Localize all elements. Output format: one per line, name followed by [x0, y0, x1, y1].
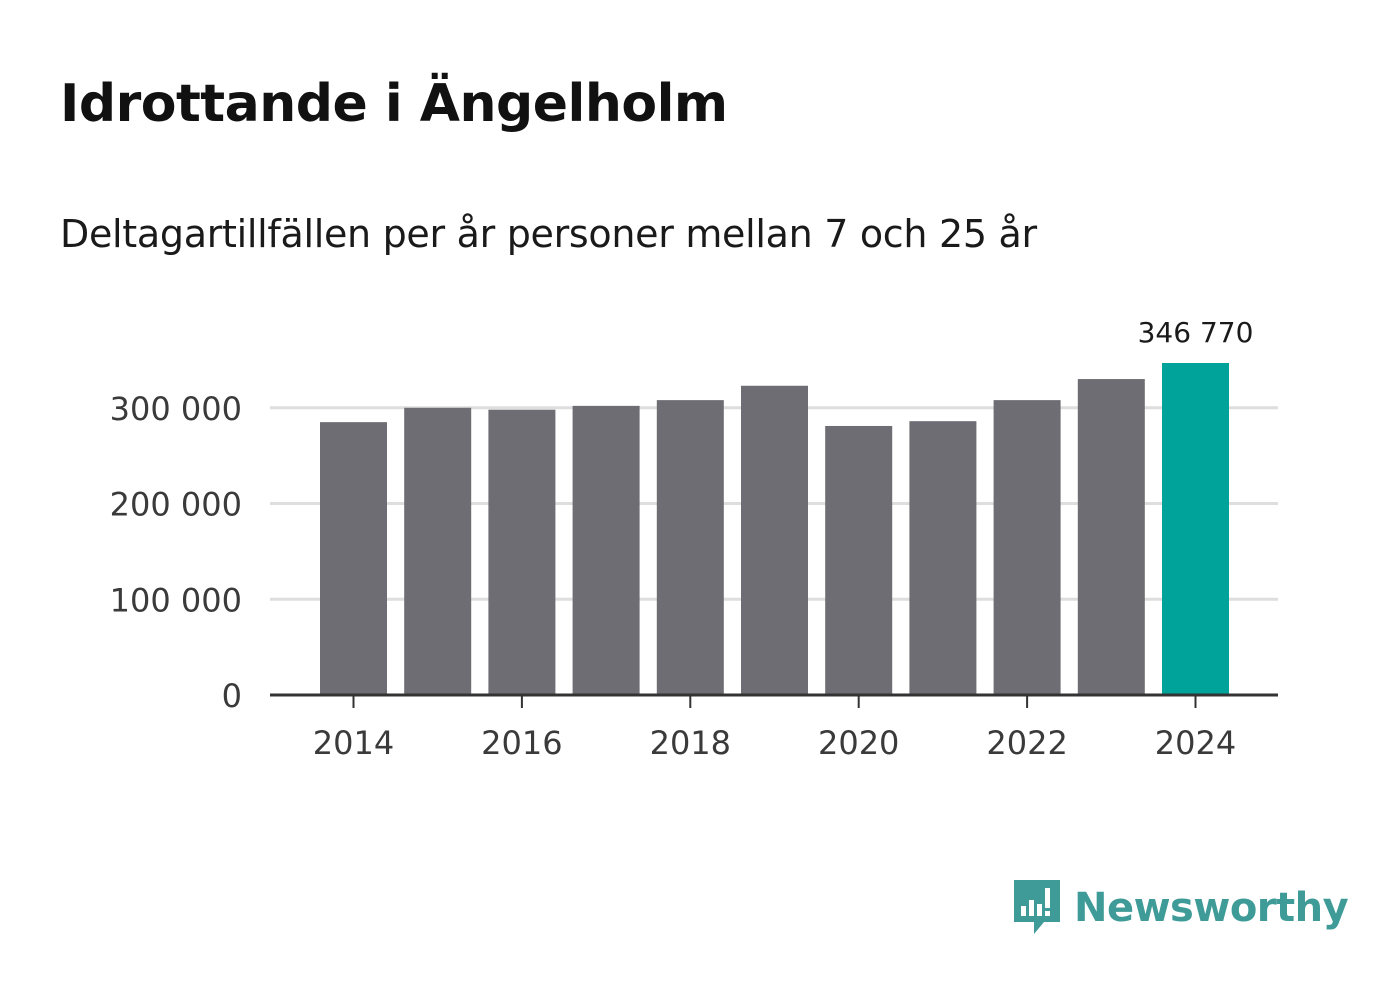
- bar-2023: [1077, 379, 1145, 695]
- data-labels: 346 770: [1138, 316, 1254, 349]
- bar-2018: [656, 400, 724, 695]
- newsworthy-logo-icon: [1014, 880, 1060, 934]
- y-tick-label: 0: [222, 677, 242, 715]
- bar-2021: [909, 421, 977, 695]
- x-tick-label: 2014: [313, 724, 394, 762]
- bar-2014: [320, 422, 387, 695]
- chart-title: Idrottande i Ängelholm: [60, 74, 728, 134]
- brand-name: Newsworthy: [1074, 885, 1349, 931]
- x-tick-label: 2016: [481, 724, 562, 762]
- bar-2022: [993, 400, 1061, 695]
- x-tick-label: 2018: [650, 724, 731, 762]
- y-tick-label: 100 000: [110, 581, 242, 619]
- chart-subtitle: Deltagartillfällen per år personer mella…: [60, 212, 1037, 256]
- bars: [320, 363, 1229, 695]
- x-tick-label: 2020: [818, 724, 899, 762]
- bar-2020: [825, 425, 893, 695]
- bar-2019: [741, 385, 808, 695]
- y-axis-ticks: 0 100 000 200 000 300 000: [110, 390, 242, 715]
- bar-2017: [572, 405, 640, 695]
- y-tick-label: 200 000: [110, 486, 242, 524]
- bar-2015: [404, 407, 472, 695]
- bar-2016: [488, 409, 556, 695]
- x-tick-label: 2024: [1155, 724, 1236, 762]
- x-tick-label: 2022: [986, 724, 1067, 762]
- y-tick-label: 300 000: [110, 390, 242, 428]
- x-axis-ticks: 2014 2016 2018 2020 2022 2024: [313, 695, 1236, 762]
- bar-2024: [1162, 363, 1229, 695]
- brand-logo: Newsworthy: [1010, 876, 1349, 940]
- data-label-highlight: 346 770: [1138, 316, 1254, 349]
